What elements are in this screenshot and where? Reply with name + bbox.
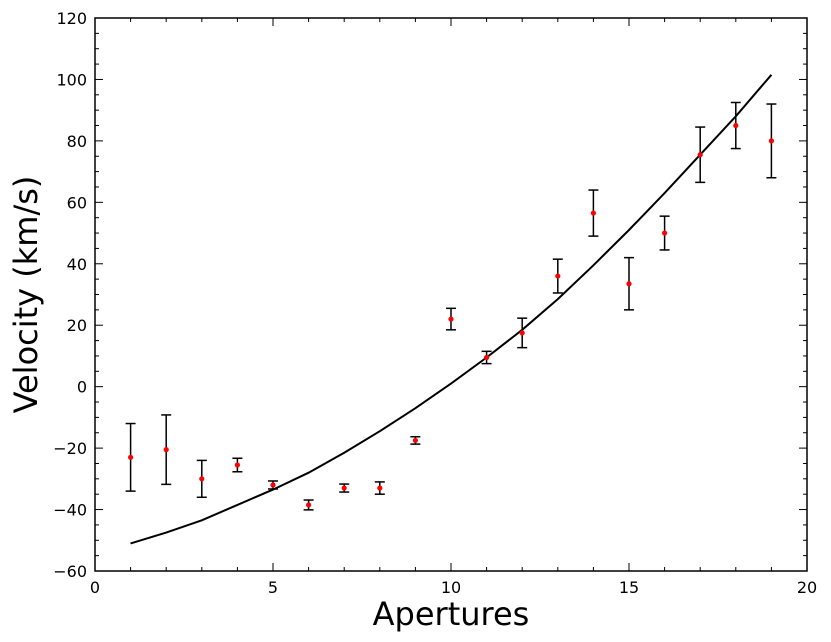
y-tick-label: 40 xyxy=(67,255,87,274)
data-point xyxy=(519,330,525,336)
plot-frame xyxy=(94,17,808,572)
data-point xyxy=(163,447,169,453)
data-point xyxy=(733,122,739,129)
x-axis-title: Apertures xyxy=(373,595,530,633)
x-tick-label: 0 xyxy=(90,578,100,597)
y-tick-label: −60 xyxy=(53,562,87,581)
y-tick-label: 120 xyxy=(56,9,87,28)
x-tick-label: 20 xyxy=(797,578,817,597)
x-tick-label: 10 xyxy=(441,578,461,597)
y-tick-label: −40 xyxy=(53,501,87,520)
x-tick-label: 15 xyxy=(619,578,639,597)
data-point xyxy=(306,502,312,508)
data-point xyxy=(199,476,205,482)
y-tick-label: 20 xyxy=(67,316,87,335)
data-point xyxy=(626,281,632,287)
data-point xyxy=(412,437,418,444)
y-tick-label: −20 xyxy=(53,439,87,458)
data-point xyxy=(590,210,597,216)
data-point xyxy=(555,273,561,279)
data-point xyxy=(768,138,775,144)
data-point xyxy=(341,485,347,491)
data-point xyxy=(484,354,490,361)
x-tick-label: 5 xyxy=(268,578,278,597)
tick-labels: 0 5 10 15 20 −60 −40 −20 0 20 40 60 80 100 120 xyxy=(53,9,817,597)
data-point xyxy=(377,485,383,491)
data-point xyxy=(234,462,240,468)
y-tick-label: 60 xyxy=(67,193,87,212)
data-point xyxy=(697,152,703,158)
y-tick-label: 80 xyxy=(67,132,87,151)
data-point xyxy=(662,230,668,236)
y-axis-title: Velocity (km/s) xyxy=(7,176,45,414)
data-point xyxy=(270,482,276,488)
y-tick-label: 0 xyxy=(77,378,87,397)
y-tick-label: 100 xyxy=(56,70,87,89)
data-points xyxy=(128,122,775,508)
data-point xyxy=(128,454,134,460)
fit-line-group xyxy=(130,74,773,545)
data-point xyxy=(448,316,454,322)
fit-line xyxy=(130,74,773,545)
